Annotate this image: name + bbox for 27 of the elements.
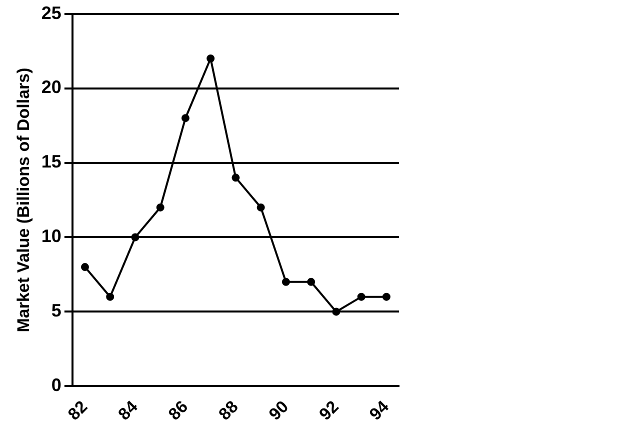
y-tick-label: 0 — [51, 375, 62, 396]
y-tick-label: 20 — [41, 77, 62, 98]
point — [332, 308, 340, 316]
x-tick-label: 86 — [164, 397, 192, 424]
point — [357, 292, 366, 301]
point — [256, 203, 265, 212]
x-tick-label: 94 — [366, 396, 393, 424]
x-tick-label: 82 — [64, 397, 92, 424]
point — [282, 278, 290, 286]
x-tick-label: 88 — [215, 397, 242, 424]
point — [232, 174, 240, 182]
point — [131, 233, 140, 242]
y-tick-label: 10 — [41, 226, 62, 246]
point — [80, 263, 89, 272]
point — [106, 292, 114, 301]
point — [206, 54, 215, 62]
y-tick-label: 25 — [41, 2, 62, 23]
y-tick-label: 15 — [41, 152, 62, 172]
x-tick-label: 92 — [316, 397, 342, 424]
point — [181, 114, 190, 122]
x-tick-label: 84 — [114, 396, 142, 424]
x-tick-label: 90 — [265, 397, 292, 424]
point — [307, 278, 316, 286]
y-tick-label: 5 — [51, 300, 62, 321]
y-axis-title: Market Value (Billions of Dollars) — [14, 68, 33, 332]
point — [156, 203, 164, 212]
point — [382, 292, 390, 301]
